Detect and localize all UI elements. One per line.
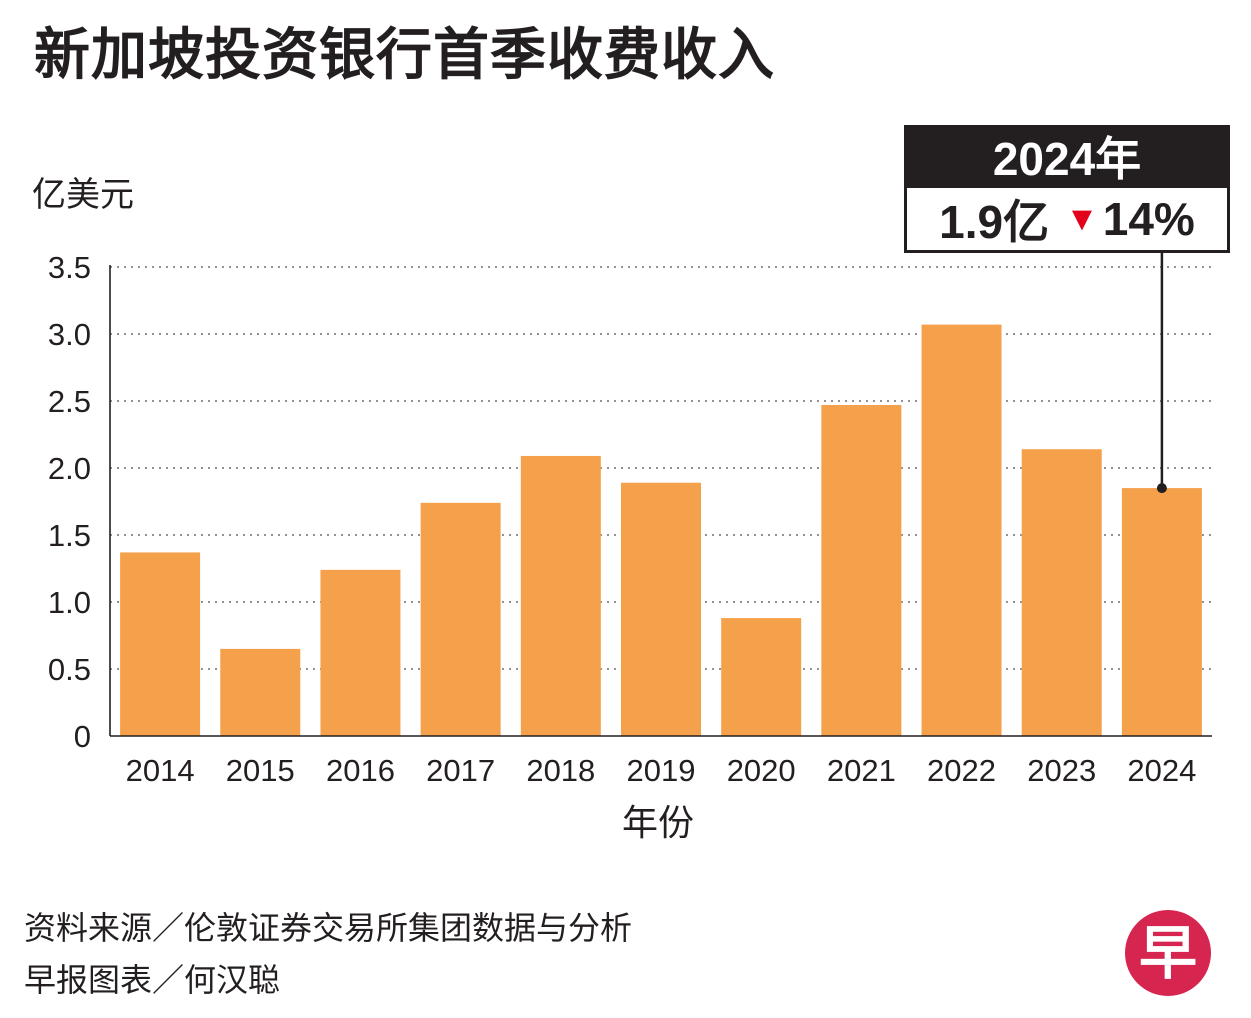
bar-2016 [320,569,401,736]
zaobao-logo-icon: 早 [1125,910,1211,996]
y-tick-label: 1.5 [48,518,91,553]
x-axis-ticks: 2014 2015 2016 2017 2018 2019 2020 2021 2022 2023… [126,753,1197,788]
bar-2019 [621,482,701,736]
x-tick-label: 2023 [1027,753,1096,788]
y-tick-label: 0 [74,719,91,754]
bar-2022 [921,324,1002,736]
bar-2024 [1121,488,1202,736]
y-tick-label: 2.0 [48,451,91,486]
bar-2017 [420,502,501,736]
x-tick-label: 2017 [426,753,495,788]
highlight-callout: 2024年 1.9亿 ▼ 14% [904,125,1230,253]
credit-note: 早报图表／何汉聪 [24,961,281,999]
x-axis-title: 年份 [622,803,695,844]
callout-year: 2024年 [907,128,1227,188]
bar-2018 [520,455,601,736]
bar-chart: 00.51.01.52.02.53.03.5 2014 2015 2016 2017 2… [48,250,1212,788]
y-tick-label: 3.5 [48,250,91,285]
x-tick-label: 2016 [326,753,395,788]
x-tick-label: 2021 [827,753,896,788]
x-tick-label: 2022 [927,753,996,788]
callout-body: 1.9亿 ▼ 14% [907,188,1227,250]
source-note: 资料来源／伦敦证券交易所集团数据与分析 [24,909,633,947]
x-tick-label: 2018 [526,753,595,788]
y-axis-unit-label: 亿美元 [32,175,134,215]
x-tick-label: 2015 [226,753,295,788]
y-tick-label: 1.0 [48,585,91,620]
x-tick-label: 2024 [1127,753,1196,788]
callout-value: 1.9亿 [939,196,1050,248]
callout-change: 14% [1102,193,1195,245]
down-triangle-icon: ▼ [1065,199,1099,238]
y-tick-label: 3.0 [48,317,91,352]
x-tick-label: 2014 [126,753,195,788]
callout-leader-dot [1156,483,1167,494]
chart-title: 新加坡投资银行首季收费收入 [34,23,775,88]
x-tick-label: 2020 [727,753,796,788]
bar-2023 [1021,449,1102,736]
y-tick-label: 2.5 [48,384,91,419]
bar-2021 [821,405,902,736]
y-axis-ticks: 0 0.5 1.0 1.5 2.0 2.5 3.0 3.5 [48,250,91,754]
axes [109,265,1212,737]
bar-2014 [120,552,201,736]
bar-2015 [220,648,301,736]
bars [120,324,1202,736]
y-tick-label: 0.5 [48,652,91,687]
callout-leader [1156,253,1167,494]
x-tick-label: 2019 [627,753,696,788]
bar-2020 [721,618,802,736]
